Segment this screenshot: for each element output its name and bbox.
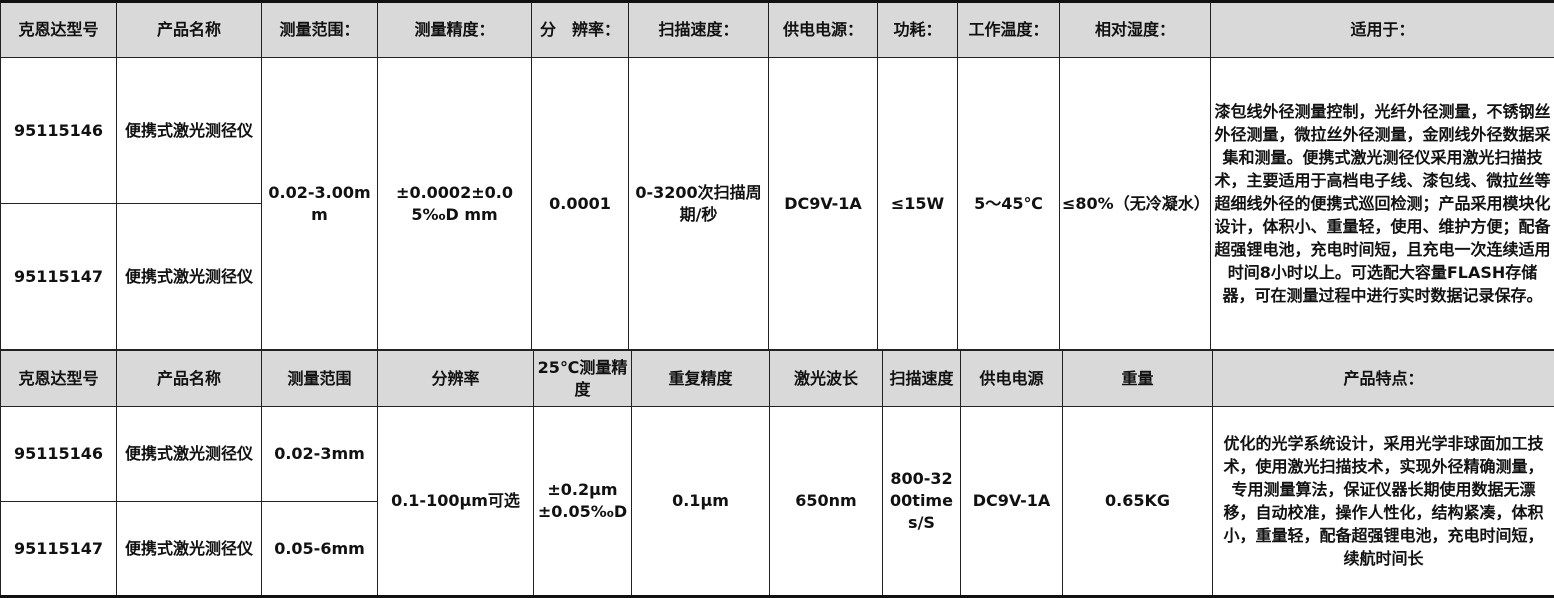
power-cell: DC9V-1A xyxy=(769,58,878,350)
header-power: 供电电源 xyxy=(961,351,1063,407)
scan-speed-cell: 800-3200times/S xyxy=(883,407,961,597)
header-model: 克恩达型号 xyxy=(1,351,117,407)
range-cell: 0.05-6mm xyxy=(262,502,378,597)
header-accuracy: 测量精度： xyxy=(378,2,532,58)
scan-speed-cell: 0-3200次扫描周期/秒 xyxy=(629,58,769,350)
header-repeat: 重复精度 xyxy=(632,351,770,407)
resolution-cell: 0.1-100μm可选 xyxy=(378,407,534,597)
header-weight: 重量 xyxy=(1063,351,1213,407)
spec-table-2: 克恩达型号 产品名称 测量范围 分辨率 25℃测量精度 重复精度 激光波长 扫描… xyxy=(0,350,1554,598)
header-consumption: 功耗： xyxy=(878,2,958,58)
header-resolution: 分辨率 xyxy=(378,351,534,407)
range-cell: 0.02-3mm xyxy=(262,407,378,502)
accuracy-cell: ±0.0002±0.05‰D mm xyxy=(378,58,532,350)
header-range: 测量范围 xyxy=(262,351,378,407)
model-cell: 95115147 xyxy=(1,502,117,597)
header-resolution: 分 辨率： xyxy=(532,2,629,58)
spec-table-1: 克恩达型号 产品名称 测量范围： 测量精度： 分 辨率： 扫描速度： 供电电源：… xyxy=(0,0,1554,350)
model-cell: 95115146 xyxy=(1,407,117,502)
name-cell: 便携式激光测径仪 xyxy=(117,502,262,597)
header-temperature: 工作温度： xyxy=(958,2,1060,58)
repeat-cell: 0.1μm xyxy=(632,407,770,597)
header-range: 测量范围： xyxy=(262,2,378,58)
header-model: 克恩达型号 xyxy=(1,2,117,58)
table-row: 95115146 便携式激光测径仪 0.02-3mm 0.1-100μm可选 ±… xyxy=(1,407,1554,502)
application-cell: 漆包线外径测量控制，光纤外径测量，不锈钢丝外径测量，微拉丝外径测量，金刚线外径数… xyxy=(1211,58,1554,350)
header-features: 产品特点： xyxy=(1213,351,1554,407)
accuracy-cell: ±0.2μm±0.05‰D xyxy=(534,407,632,597)
table1-header-row: 克恩达型号 产品名称 测量范围： 测量精度： 分 辨率： 扫描速度： 供电电源：… xyxy=(1,2,1554,58)
name-cell: 便携式激光测径仪 xyxy=(117,58,262,204)
header-accuracy: 25℃测量精度 xyxy=(534,351,632,407)
power-cell: DC9V-1A xyxy=(961,407,1063,597)
temperature-cell: 5～45℃ xyxy=(958,58,1060,350)
name-cell: 便携式激光测径仪 xyxy=(117,204,262,350)
weight-cell: 0.65KG xyxy=(1063,407,1213,597)
header-scan-speed: 扫描速度 xyxy=(883,351,961,407)
header-application: 适用于： xyxy=(1211,2,1554,58)
name-cell: 便携式激光测径仪 xyxy=(117,407,262,502)
model-cell: 95115146 xyxy=(1,58,117,204)
model-cell: 95115147 xyxy=(1,204,117,350)
table2-header-row: 克恩达型号 产品名称 测量范围 分辨率 25℃测量精度 重复精度 激光波长 扫描… xyxy=(1,351,1554,407)
header-power: 供电电源： xyxy=(769,2,878,58)
consumption-cell: ≤15W xyxy=(878,58,958,350)
header-scan-speed: 扫描速度： xyxy=(629,2,769,58)
features-cell: 优化的光学系统设计，采用光学非球面加工技术，使用激光扫描技术，实现外径精确测量，… xyxy=(1213,407,1554,597)
table-row: 95115146 便携式激光测径仪 0.02-3.00mm ±0.0002±0.… xyxy=(1,58,1554,204)
header-humidity: 相对湿度： xyxy=(1060,2,1211,58)
resolution-cell: 0.0001 xyxy=(532,58,629,350)
header-wavelength: 激光波长 xyxy=(770,351,883,407)
humidity-cell: ≤80%（无冷凝水） xyxy=(1060,58,1211,350)
header-name: 产品名称 xyxy=(117,351,262,407)
wavelength-cell: 650nm xyxy=(770,407,883,597)
range-cell: 0.02-3.00mm xyxy=(262,58,378,350)
header-name: 产品名称 xyxy=(117,2,262,58)
